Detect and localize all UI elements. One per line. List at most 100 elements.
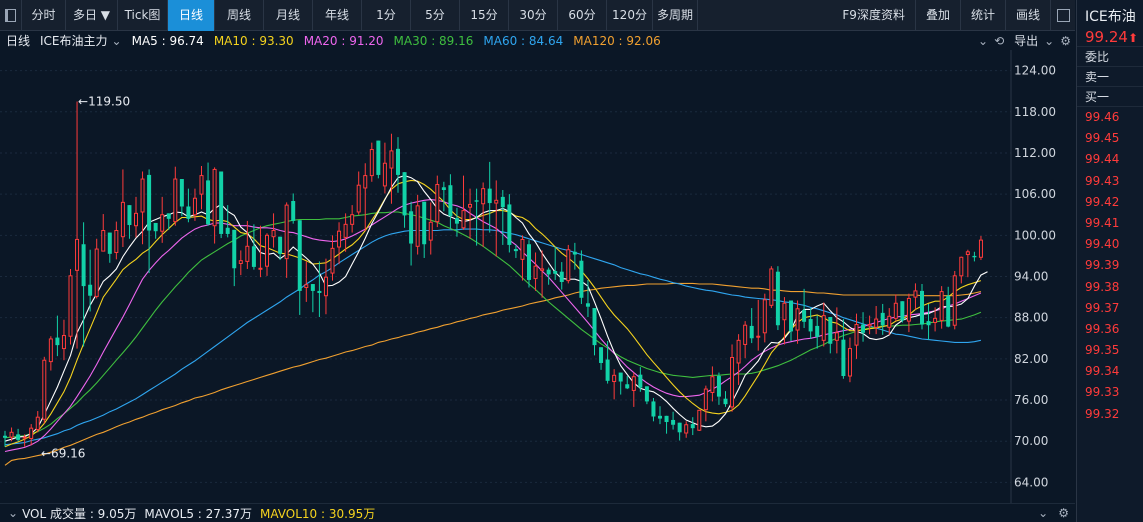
- candle: [337, 222, 342, 265]
- candle: [68, 268, 73, 345]
- candle: [762, 293, 767, 343]
- candle: [834, 307, 839, 354]
- candle: [166, 213, 171, 230]
- candle: [821, 302, 826, 347]
- collapse-icon[interactable]: ⌄: [978, 33, 989, 48]
- period-tabs: 分时 多日 ▼ Tick图 日线 周线 月线 年线 1分 5分 15分 30分 60分 120分 多周期: [22, 0, 698, 31]
- side-price-tick-13: 99.33: [1085, 385, 1120, 400]
- candle: [114, 221, 119, 260]
- export-button[interactable]: 导出: [1014, 34, 1039, 48]
- candle: [769, 266, 774, 309]
- side-price-tick-3: 99.43: [1085, 173, 1120, 188]
- period-tab-2[interactable]: Tick图: [118, 0, 168, 31]
- candle: [140, 171, 145, 245]
- period-tab-3[interactable]: 日线: [168, 0, 215, 31]
- side-row-0: 委比: [1077, 46, 1143, 66]
- candle: [874, 306, 879, 335]
- candle: [618, 372, 623, 395]
- candle: [474, 188, 479, 246]
- period-tab-4[interactable]: 周线: [215, 0, 264, 31]
- candle: [323, 258, 328, 315]
- candlestick-chart[interactable]: 124.00 118.00 112.00 106.00 100.00 94.00 88.00…: [0, 50, 1075, 503]
- volume-collapse-icon[interactable]: ⌄: [8, 506, 19, 520]
- candle: [402, 172, 407, 228]
- period-tab-6[interactable]: 年线: [313, 0, 362, 31]
- toolbar-right-2[interactable]: 统计: [961, 0, 1006, 31]
- candle: [317, 261, 322, 317]
- candle: [435, 175, 440, 228]
- candle: [134, 196, 138, 238]
- volume-settings-gear-icon[interactable]: ⚙: [1058, 506, 1069, 520]
- candle: [605, 341, 610, 384]
- ma-legend-item-1: MA10 : 93.30: [213, 33, 294, 48]
- side-price-tick-5: 99.41: [1085, 215, 1120, 230]
- symbol-dropdown-icon[interactable]: ⌄: [111, 33, 122, 48]
- candle: [893, 294, 898, 322]
- side-price-tick-10: 99.36: [1085, 321, 1120, 336]
- candle: [94, 238, 99, 299]
- candle: [75, 101, 80, 349]
- chart-annotations: ←119.50 ←69.16: [41, 94, 130, 460]
- candle: [238, 250, 243, 276]
- side-last-price: 99.24⬆: [1085, 28, 1139, 46]
- candle: [147, 169, 152, 274]
- candle: [664, 415, 669, 434]
- period-tab-0[interactable]: 分时: [22, 0, 66, 31]
- price-tick-label: 118.00: [1014, 105, 1056, 119]
- candle: [271, 213, 276, 248]
- period-tab-8[interactable]: 5分: [411, 0, 460, 31]
- candle: [775, 266, 780, 331]
- toolbar-right-3[interactable]: 画线: [1006, 0, 1051, 31]
- candle: [592, 308, 597, 356]
- candle: [363, 163, 368, 232]
- candle: [389, 133, 394, 204]
- period-tab-12[interactable]: 120分: [607, 0, 653, 31]
- candles: [3, 101, 983, 447]
- side-price-tick-11: 99.35: [1085, 343, 1120, 358]
- candle: [965, 249, 970, 278]
- volume-dropdown-icon[interactable]: ⌄: [1038, 506, 1049, 520]
- toolbar-right-group: F9深度资料 叠加 统计 画线: [832, 0, 1051, 31]
- candle: [559, 262, 564, 290]
- candle: [716, 372, 721, 405]
- period-tab-11[interactable]: 60分: [558, 0, 607, 31]
- ma30-line: [4, 211, 982, 439]
- candle: [553, 246, 558, 280]
- candle: [880, 303, 885, 335]
- candle: [101, 214, 106, 252]
- candle: [644, 386, 649, 405]
- toolbar-right-1[interactable]: 叠加: [916, 0, 961, 31]
- period-tab-5[interactable]: 月线: [264, 0, 313, 31]
- period-tab-1[interactable]: 多日 ▼: [66, 0, 118, 31]
- period-toolbar: 分时 多日 ▼ Tick图 日线 周线 月线 年线 1分 5分 15分 30分 60分 120分 多周期 …: [0, 0, 1075, 31]
- period-tab-13[interactable]: 多周期: [653, 0, 698, 31]
- panel-toggle-icon[interactable]: [0, 0, 22, 31]
- candle: [566, 244, 571, 284]
- price-up-arrow-icon: ⬆: [1127, 31, 1139, 45]
- settings-gear-icon[interactable]: ⚙: [1060, 33, 1071, 48]
- candle: [297, 220, 302, 315]
- maximize-icon[interactable]: [1051, 0, 1075, 31]
- candle: [808, 308, 813, 339]
- period-tab-7[interactable]: 1分: [362, 0, 411, 31]
- period-tab-9[interactable]: 15分: [460, 0, 509, 31]
- candle: [422, 201, 427, 258]
- export-dropdown-icon[interactable]: ⌄: [1044, 33, 1055, 48]
- candle: [415, 194, 420, 255]
- legend-symbol[interactable]: ICE布油主力: [40, 34, 108, 48]
- price-tick-label: 82.00: [1014, 352, 1048, 366]
- candle: [356, 171, 361, 215]
- candle: [284, 202, 289, 278]
- legend-period: 日线: [6, 34, 31, 48]
- toolbar-right-0[interactable]: F9深度资料: [832, 0, 916, 31]
- period-tab-10[interactable]: 30分: [509, 0, 558, 31]
- candle: [291, 193, 296, 224]
- ma-legend-item-3: MA30 : 89.16: [393, 33, 474, 48]
- ma-legend-item-0: MA5 : 96.74: [131, 33, 204, 48]
- volume-legend-item-1: MAVOL5 : 27.37万: [144, 506, 252, 521]
- candle: [743, 321, 748, 359]
- ma-legend-item-4: MA60 : 84.64: [483, 33, 564, 48]
- candle: [494, 180, 499, 257]
- restore-icon[interactable]: ⟲: [994, 33, 1005, 48]
- candle: [913, 283, 918, 310]
